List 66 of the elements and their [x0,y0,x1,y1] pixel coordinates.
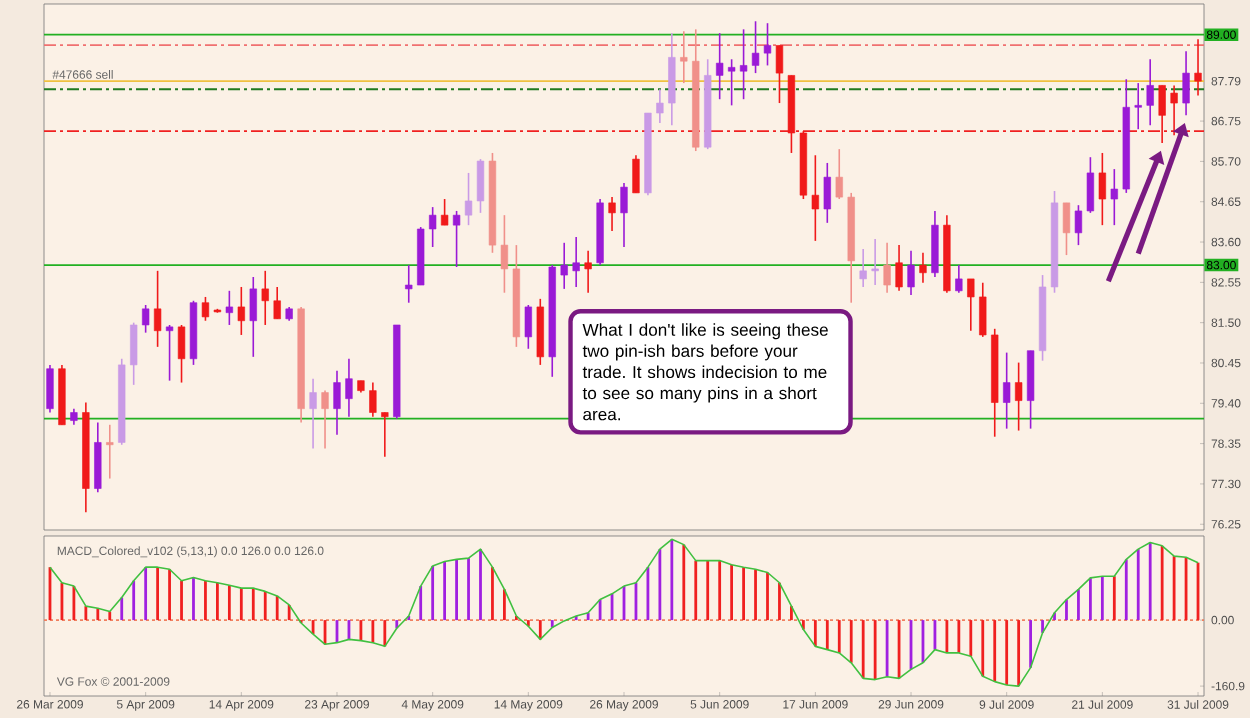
candlestick [907,250,915,296]
candlestick [608,196,616,232]
candlestick [967,278,975,332]
candlestick [94,421,102,494]
candlestick [1003,351,1011,430]
candlestick [859,248,867,288]
candlestick [716,32,724,101]
candlestick [1134,82,1142,130]
candlestick [165,324,174,382]
candlestick [225,290,234,326]
candlestick [46,364,54,414]
candlestick [895,244,903,292]
candlestick [919,251,927,284]
candlestick [763,22,772,67]
candlestick [871,238,879,286]
candlestick [273,286,281,320]
candlestick [142,304,150,334]
candlestick [261,270,269,326]
candlestick [955,264,963,294]
candlestick [751,20,760,74]
candlestick [560,242,568,290]
candlestick [680,30,688,84]
candlestick [524,304,532,350]
candlestick [452,210,461,268]
candlestick [321,389,329,450]
candlestick [1194,38,1202,97]
candlestick [429,206,437,248]
candlestick [177,324,186,384]
candlestick [572,236,580,288]
candlestick [835,148,843,200]
candlestick [979,281,987,338]
candlestick [345,357,353,418]
candlestick [333,369,341,436]
candlestick [500,214,509,294]
candlestick [153,270,162,348]
candlestick [381,411,389,458]
annotation: What I don't like is seeing these two pin-ish bars before your trade. It shows indecision to me to see so many pins in a short area. [582,323,828,421]
candlestick [739,28,748,101]
candlestick [632,154,640,194]
candlestick [1110,168,1118,226]
candlestick [656,88,664,124]
candlestick [883,242,891,294]
candlestick [237,286,245,336]
candlestick [584,250,592,294]
candlestick [440,198,449,226]
candlestick [1074,204,1083,246]
candlestick [1062,202,1071,256]
candlestick [1098,152,1106,226]
candlestick [405,264,413,304]
candlestick [668,32,676,127]
candlestick [1146,58,1154,127]
candlestick [201,296,210,322]
candlestick [1014,361,1023,432]
candlestick [1182,50,1190,117]
candlestick [369,381,377,418]
candlestick [811,154,819,242]
candlestick [931,210,939,278]
candlestick [309,377,317,450]
candlestick [727,58,736,107]
candlestick [106,424,114,480]
candlestick [823,162,831,224]
candlestick [249,276,257,358]
candlestick [130,321,138,386]
candlestick [775,44,784,104]
candlestick [620,182,628,248]
candlestick [1086,156,1095,214]
